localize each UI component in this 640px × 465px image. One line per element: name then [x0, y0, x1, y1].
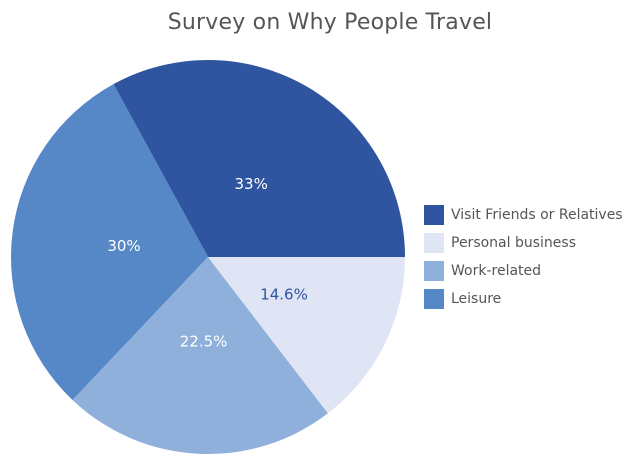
- pie-slices: [11, 59, 405, 455]
- legend-swatch: [424, 233, 444, 253]
- legend-label: Leisure: [451, 291, 502, 307]
- pie-slice-work-related: [72, 257, 328, 455]
- legend-label: Personal business: [451, 235, 576, 251]
- legend-swatch: [424, 205, 444, 225]
- pie-slice-personal-business: [208, 257, 405, 414]
- chart-legend: Visit Friends or Relatives Personal busin…: [424, 201, 623, 313]
- legend-label: Work-related: [451, 263, 542, 279]
- data-label-leisure: 30%: [107, 237, 140, 255]
- legend-swatch: [424, 261, 444, 281]
- legend-label: Visit Friends or Relatives: [451, 207, 623, 223]
- legend-swatch: [424, 289, 444, 309]
- legend-item-personal-business: Personal business: [424, 229, 623, 257]
- data-label-visit-friends-or-relatives: 33%: [235, 175, 268, 193]
- pie-slice-leisure: [11, 84, 208, 401]
- legend-item-work-related: Work-related: [424, 257, 623, 285]
- chart-title: Survey on Why People Travel: [167, 10, 493, 35]
- data-label-personal-business: 14.6%: [260, 286, 308, 304]
- pie-labels: 33% 30% 22.5% 14.6%: [107, 175, 308, 351]
- pie-slice-visit-friends-or-relatives: [113, 59, 405, 257]
- legend-item-visit-friends-or-relatives: Visit Friends or Relatives: [424, 201, 623, 229]
- legend-item-leisure: Leisure: [424, 285, 623, 313]
- data-label-work-related: 22.5%: [180, 333, 228, 351]
